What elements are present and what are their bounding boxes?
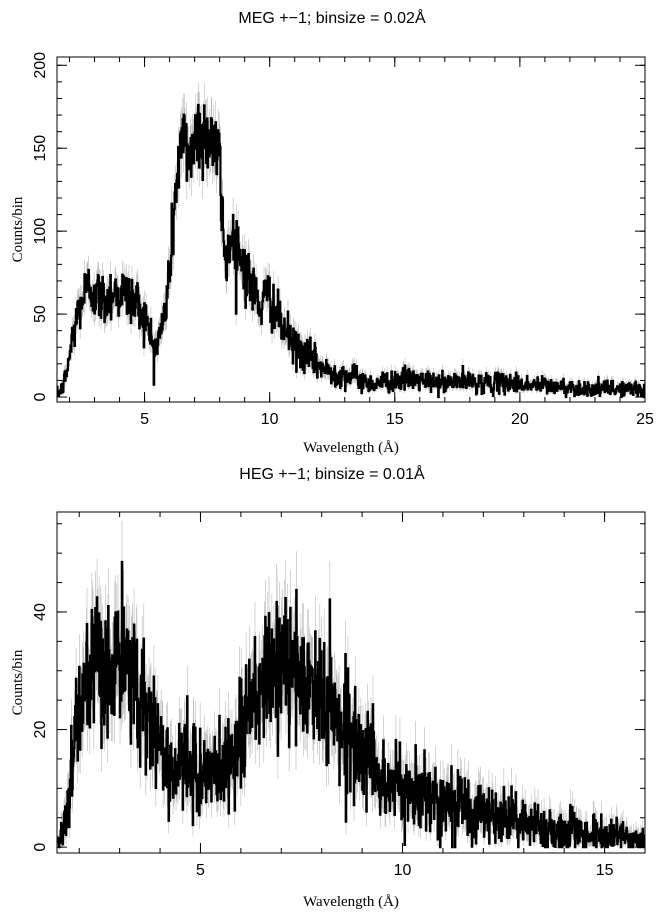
x-tick-label: 5 [196, 862, 205, 879]
plot-frame [56, 511, 646, 854]
data-histogram-line [57, 103, 645, 399]
x-tick-label: 10 [261, 411, 279, 428]
y-tick-label: 50 [32, 305, 49, 323]
plot-frame [56, 56, 646, 403]
y-tick-label: 150 [32, 135, 49, 162]
x-axis-label: Wavelength (Å) [303, 440, 399, 456]
chart-title: HEG +−1; binsize = 0.01Å [239, 466, 425, 483]
x-tick-label: 15 [386, 411, 404, 428]
chart-panel-meg: MEG +−1; binsize = 0.02Å 5 10 15 20 25 0 50 100… [10, 10, 654, 456]
y-axis-label: Counts/bin [10, 196, 26, 262]
x-tick-label: 20 [511, 411, 529, 428]
y-tick-label: 0 [32, 392, 49, 401]
error-bars [57, 82, 645, 398]
chart-title: MEG +−1; binsize = 0.02Å [238, 10, 426, 27]
chart-heg: 5 10 15 0 20 40 Wavelength (Å) Counts/bin [10, 511, 646, 910]
y-tick-label: 0 [32, 843, 49, 852]
data-histogram-line [57, 560, 645, 849]
plot-area [57, 82, 645, 399]
chart-panel-heg: HEG +−1; binsize = 0.01Å 5 10 15 0 20 40 Wavel… [0, 460, 664, 920]
x-tick-label: 25 [636, 411, 654, 428]
plot-area [57, 521, 645, 849]
x-tick-label: 10 [394, 862, 412, 879]
y-tick-label: 40 [32, 603, 49, 621]
chart-meg: 5 10 15 20 25 0 50 100 150 200 Wavelength (Å) Count… [10, 52, 654, 456]
x-tick-label: 15 [596, 862, 614, 879]
y-tick-label: 100 [32, 218, 49, 245]
x-tick-label: 5 [140, 411, 149, 428]
y-tick-label: 200 [32, 52, 49, 79]
x-axis-label: Wavelength (Å) [303, 894, 399, 910]
y-tick-label: 20 [32, 721, 49, 739]
y-axis-label: Counts/bin [10, 649, 26, 715]
